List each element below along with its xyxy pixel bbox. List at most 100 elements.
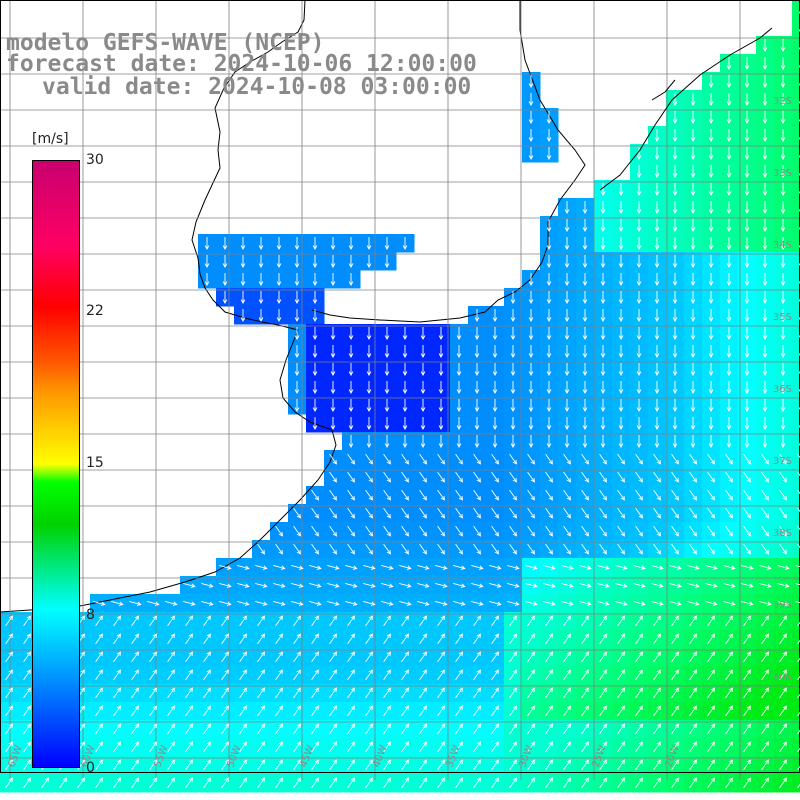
wind-arrow (402, 381, 408, 394)
wind-arrow (545, 669, 553, 681)
wind-arrow (797, 693, 800, 699)
wind-arrow (654, 381, 660, 394)
wind-arrow (365, 471, 373, 483)
wind-arrow (654, 219, 660, 232)
wind-arrow (221, 633, 229, 645)
wind-arrow (636, 255, 642, 268)
wind-arrow (543, 565, 556, 570)
wind-arrow (309, 583, 322, 588)
wind-arrow (672, 147, 678, 160)
wind-arrow (257, 741, 265, 753)
wind-arrow (491, 687, 499, 699)
wind-arrow (384, 399, 390, 412)
wind-arrow (221, 651, 229, 663)
wind-arrow (509, 705, 517, 717)
wind-arrow (510, 381, 516, 394)
wind-arrow (546, 363, 552, 376)
wind-cell (792, 540, 800, 559)
wind-arrow (365, 651, 373, 663)
wind-cell (792, 468, 800, 487)
wind-arrow (672, 129, 678, 142)
wind-arrow (528, 111, 534, 124)
wind-arrow (330, 255, 336, 268)
wind-arrow (473, 507, 481, 519)
wind-arrow (167, 777, 175, 789)
wind-arrow (671, 669, 679, 681)
wind-arrow (294, 363, 300, 376)
wind-arrow (203, 633, 211, 645)
wind-arrow (203, 669, 211, 681)
wind-arrow (653, 633, 661, 645)
wind-arrow (762, 255, 768, 268)
wind-arrow (420, 327, 426, 340)
wind-arrow (347, 489, 355, 501)
wind-arrow (545, 705, 553, 717)
wind-arrow (491, 453, 499, 465)
wind-arrow (690, 237, 696, 250)
wind-arrow (257, 615, 265, 627)
wind-cell (792, 162, 800, 181)
wind-arrow (797, 525, 800, 531)
wind-arrow (257, 543, 265, 555)
wind-arrow (600, 201, 606, 214)
wind-arrow (651, 601, 664, 606)
wind-arrow (455, 453, 463, 465)
wind-arrow (402, 435, 408, 448)
wind-arrow (743, 759, 751, 771)
wind-arrow (113, 687, 121, 699)
wind-arrow (417, 565, 430, 570)
wind-arrow (366, 435, 372, 448)
wind-arrow (221, 777, 229, 789)
wind-arrow (708, 93, 714, 106)
wind-arrow (491, 489, 499, 501)
wind-arrow (761, 777, 769, 789)
wind-arrow (779, 507, 787, 519)
wind-arrow (761, 723, 769, 735)
wind-arrow (473, 759, 481, 771)
wind-cell (792, 198, 800, 217)
wind-arrow (600, 183, 606, 196)
wind-arrow (654, 183, 660, 196)
wind-arrow (456, 381, 462, 394)
wind-cell (792, 558, 800, 577)
wind-arrow (636, 363, 642, 376)
wind-arrow (690, 201, 696, 214)
wind-arrow (707, 489, 715, 501)
wind-arrow (528, 129, 534, 142)
wind-arrow (635, 615, 643, 627)
wind-arrow (507, 565, 520, 570)
wind-arrow (707, 453, 715, 465)
wind-arrow (779, 687, 787, 699)
colorbar-tick-0: 0 (86, 760, 95, 776)
wind-arrow (5, 687, 13, 699)
wind-arrow (401, 453, 409, 465)
wind-arrow (293, 543, 301, 555)
wind-arrow (402, 237, 408, 250)
wind-arrow (420, 363, 426, 376)
wind-arrow (509, 453, 517, 465)
wind-arrow (563, 651, 571, 663)
wind-arrow (636, 381, 642, 394)
wind-arrow (635, 759, 643, 771)
wind-arrow (671, 489, 679, 501)
wind-arrow (762, 147, 768, 160)
wind-arrow (744, 345, 750, 358)
wind-arrow (417, 583, 430, 588)
wind-arrow (779, 759, 787, 771)
wind-arrow (743, 525, 751, 537)
wind-arrow (617, 507, 625, 519)
wind-arrow (203, 705, 211, 717)
wind-arrow (561, 583, 574, 588)
wind-arrow (546, 291, 552, 304)
wind-arrow (455, 471, 463, 483)
latitude-label: 33S (773, 168, 792, 179)
wind-arrow (744, 435, 750, 448)
wind-arrow (149, 723, 157, 735)
coastline-northeast (599, 27, 773, 191)
wind-arrow (329, 741, 337, 753)
wind-arrow (654, 165, 660, 178)
wind-arrow (581, 489, 589, 501)
wind-arrow (509, 615, 517, 627)
wind-arrow (654, 435, 660, 448)
wind-arrow (599, 777, 607, 789)
